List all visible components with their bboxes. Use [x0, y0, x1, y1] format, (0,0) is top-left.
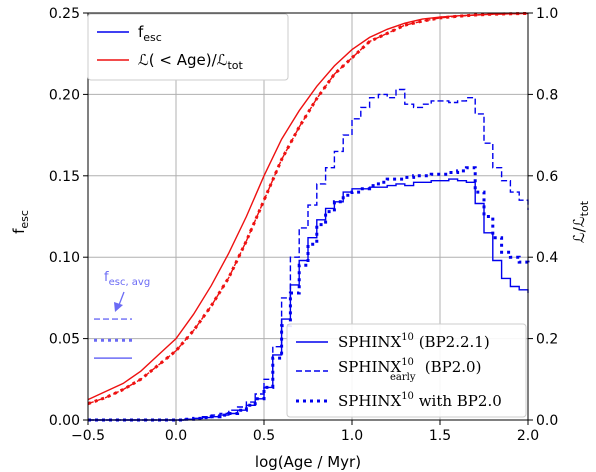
y-axis-left-label-sub: esc [18, 210, 31, 229]
annotation-text: fesc, avg [104, 270, 150, 288]
y-axis-left-label: fesc [10, 210, 31, 234]
annotation-arrow-head [114, 302, 123, 312]
annotation-sub: esc, avg [109, 277, 151, 288]
x-tick-label: 1.5 [429, 428, 451, 444]
y-axis-right-label: ℒ/ℒtot [570, 200, 591, 243]
y-left-tick-label: 0.20 [49, 87, 80, 103]
legend-top-box [87, 13, 289, 81]
ticks: −0.5 0.0 0.5 1.0 1.5 2.0 0.00 0.05 0.10 0.15 0.20 0… [49, 6, 559, 444]
plot-frame [87, 12, 529, 421]
y-left-tick-label: 0.10 [49, 250, 80, 266]
series-fesc-solid [88, 178, 529, 421]
y-left-tick-label: 0.05 [49, 332, 80, 348]
y-axis-right-label-sub: tot [578, 200, 591, 216]
y-left-tick-label: 0.00 [49, 413, 80, 429]
legend-bp20-early-label: SPHINX10 early (BP2.0) [338, 357, 481, 383]
annotation-arrow-shaft [118, 291, 125, 306]
x-tick-label: 1.0 [341, 428, 363, 444]
y-right-tick-label: 0.4 [536, 250, 558, 266]
legend-bottom-box [286, 323, 527, 418]
legend-bottom-right: SPHINX10 (BP2.2.1) SPHINX10 early (BP2.0)… [286, 323, 527, 418]
x-tick-label: 0.5 [253, 428, 275, 444]
series-fesc-dashed [88, 88, 529, 421]
series-fesc-dotted [88, 166, 530, 422]
y-right-tick-label: 0.2 [536, 332, 558, 348]
y-left-tick-label: 0.25 [49, 6, 80, 22]
legend-bp20-dotted-label: SPHINX10 with BP2.0 [338, 391, 502, 410]
x-tick-label: 0.0 [165, 428, 187, 444]
legend-top-left: fesc ℒ( < Age)/ℒtot [87, 13, 289, 81]
y-right-tick-label: 1.0 [536, 6, 558, 22]
legend-fesc-label: fesc [138, 23, 162, 44]
x-axis-label: log(Age / Myr) [255, 453, 361, 471]
y-left-tick-label: 0.15 [49, 169, 80, 185]
series-layer [87, 11, 530, 422]
y-right-tick-label: 0.0 [536, 413, 558, 429]
series-luminosity-dotted [87, 11, 529, 406]
x-tick-label: 2.0 [517, 428, 539, 444]
annotation-main: f [104, 270, 109, 285]
legend-bp221-label: SPHINX10 (BP2.2.1) [338, 332, 490, 351]
y-right-tick-label: 0.8 [536, 87, 558, 103]
avg-lines [94, 318, 132, 359]
legend-lum-label: ℒ( < Age)/ℒtot [138, 51, 244, 72]
x-tick-label: −0.5 [71, 428, 105, 444]
y-right-tick-label: 0.6 [536, 169, 558, 185]
annotation-fesc-avg: fesc, avg [104, 270, 150, 312]
